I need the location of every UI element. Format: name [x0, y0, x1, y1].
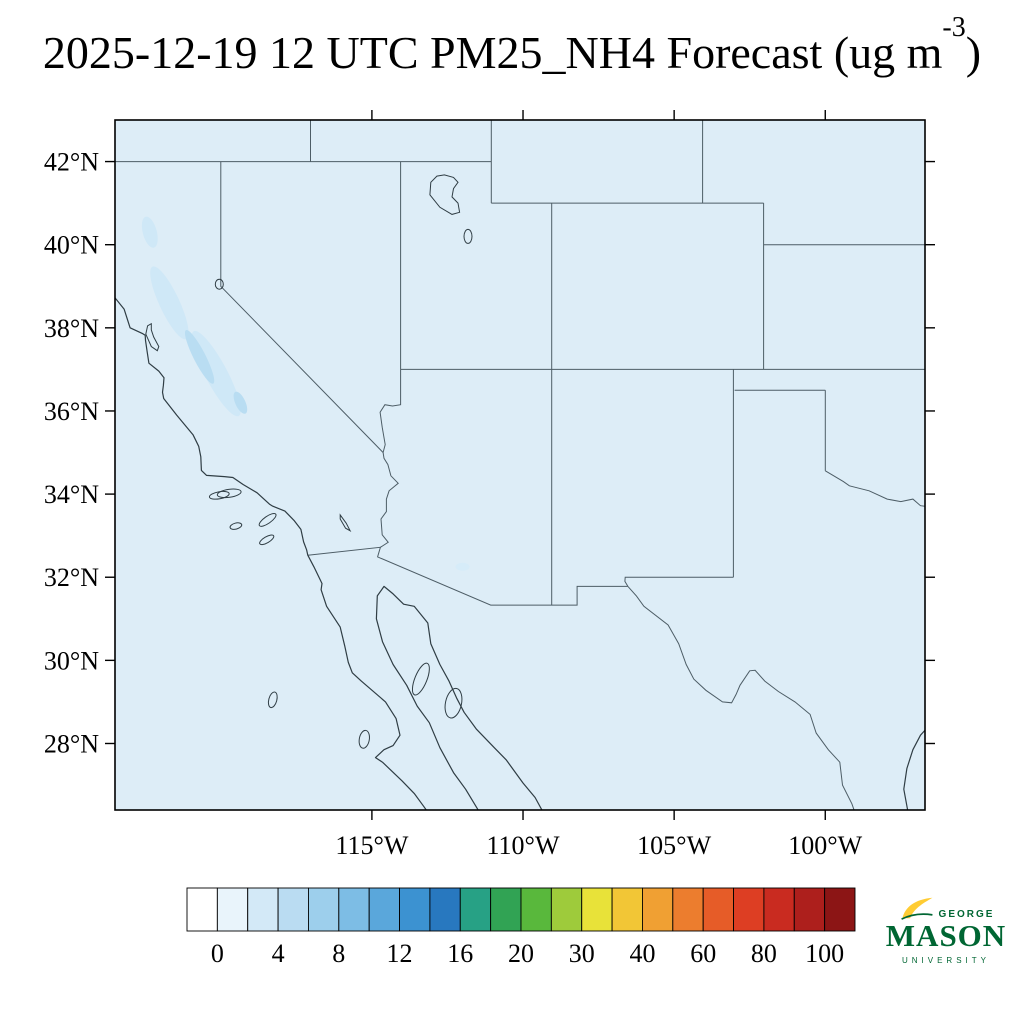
state-border-line — [379, 369, 402, 548]
lat-tick-label: 30°N — [44, 646, 99, 675]
gmu-george-text: GEORGE — [938, 909, 995, 920]
figure-title-main: 2025-12-19 12 UTC PM25_NH4 Forecast (ug … — [42, 27, 943, 78]
colorbar-cell — [277, 887, 309, 932]
colorbar-label: 8 — [332, 939, 345, 968]
lake-outline — [145, 322, 160, 352]
state-border-line — [825, 470, 925, 507]
colorbar-cell — [520, 887, 552, 932]
map-frame — [114, 119, 926, 811]
lake-outline — [429, 174, 461, 215]
coastline — [903, 729, 925, 810]
island-outline — [229, 522, 243, 530]
colorbar-cell — [338, 887, 370, 932]
colorbar-label: 100 — [805, 939, 844, 968]
colorbar-label: 16 — [447, 939, 473, 968]
colorbar-cell — [490, 887, 522, 932]
map-background-fill — [115, 120, 925, 810]
pm25-concentration-patch — [233, 391, 248, 414]
gmu-logo-top: GEORGE — [882, 894, 1010, 920]
colorbar-cell — [550, 887, 583, 932]
lat-tick-label: 32°N — [44, 563, 99, 592]
coastline — [115, 296, 428, 810]
colorbar-label: 20 — [508, 939, 534, 968]
pm25-concentration-patch — [141, 216, 158, 248]
pm25-concentration-patch — [455, 562, 470, 571]
colorbar-cell — [459, 887, 492, 932]
colorbar-label: 4 — [272, 939, 285, 968]
colorbar-label: 12 — [387, 939, 413, 968]
state-border-line — [624, 576, 734, 587]
island-outline — [216, 488, 242, 499]
lon-tick-label: 115°W — [335, 831, 408, 860]
colorbar-label: 40 — [630, 939, 656, 968]
colorbar-cell — [793, 887, 826, 932]
colorbar-cell — [702, 887, 734, 932]
colorbar-cell — [399, 887, 431, 932]
colorbar-cell — [429, 887, 461, 932]
island-outline — [411, 662, 430, 696]
state-border-line — [220, 161, 384, 453]
colorbar-label: 80 — [751, 939, 777, 968]
colorbar-label: 60 — [690, 939, 716, 968]
lon-tick-label: 105°W — [637, 831, 711, 860]
colorbar-cell — [642, 887, 674, 932]
island-outline — [214, 278, 224, 290]
island-outline — [208, 490, 230, 500]
gmu-leaf-icon — [900, 897, 933, 920]
gmu-university-text: UNIVERSITY — [901, 955, 990, 965]
figure-title-close: ) — [965, 27, 982, 78]
lon-tick-label: 100°W — [788, 831, 862, 860]
colorbar-cell — [581, 887, 613, 932]
colorbar-cell — [216, 887, 249, 932]
gmu-logo: GEORGE MASON UNIVERSITY — [882, 894, 1010, 965]
colorbar-cell — [672, 887, 704, 932]
colorbar-label: 0 — [211, 939, 224, 968]
colorbar-cell — [308, 887, 340, 932]
colorbar-cell — [247, 887, 279, 932]
colorbar-cell — [733, 887, 765, 932]
map-area — [115, 120, 925, 810]
pm25-concentration-patch — [184, 330, 215, 384]
lat-tick-label: 42°N — [44, 148, 99, 177]
figure-title-exponent: -3 — [942, 11, 966, 43]
lat-tick-label: 28°N — [44, 729, 99, 758]
lat-tick-label: 36°N — [44, 397, 99, 426]
lake-outline — [339, 513, 352, 532]
state-border-line — [627, 586, 855, 810]
figure-title: 2025-12-19 12 UTC PM25_NH4 Forecast (ug … — [0, 12, 1024, 79]
lat-tick-label: 38°N — [44, 314, 99, 343]
colorbar-cell — [763, 887, 795, 932]
colorbar-cell — [824, 887, 856, 932]
lat-tick-label: 40°N — [44, 231, 99, 260]
state-border-line — [307, 546, 628, 606]
island-outline — [267, 691, 278, 709]
pm25-concentration-patch — [150, 266, 189, 340]
island-outline — [444, 687, 463, 719]
island-outline — [463, 228, 473, 244]
lat-tick-label: 34°N — [44, 480, 99, 509]
colorbar-cell — [611, 887, 643, 932]
colorbar-cell — [368, 887, 400, 932]
island-outline — [358, 729, 370, 749]
island-outline — [259, 534, 275, 546]
colorbar-cell — [186, 887, 218, 932]
lon-tick-label: 110°W — [487, 831, 560, 860]
coastline — [375, 585, 543, 810]
island-outline — [258, 512, 277, 527]
gmu-mason-text: MASON — [885, 918, 1007, 953]
colorbar-label: 30 — [569, 939, 595, 968]
